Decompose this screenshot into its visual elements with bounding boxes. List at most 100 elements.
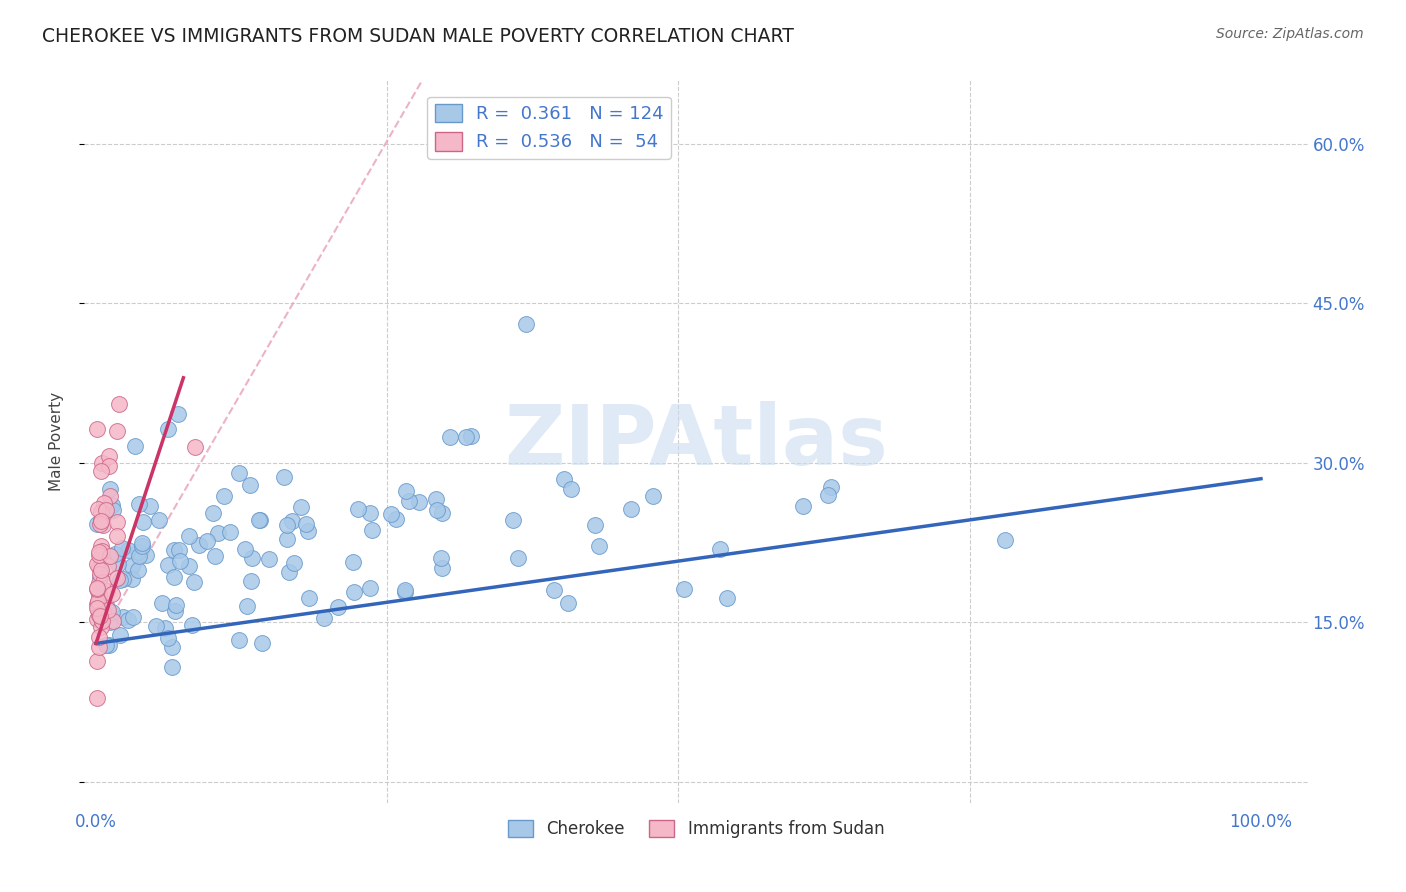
Point	[460, 429, 482, 443]
Point	[240, 574, 263, 588]
Point	[86, 422, 108, 436]
Point	[439, 430, 461, 444]
Point	[239, 478, 262, 492]
Point	[276, 518, 298, 533]
Point	[93, 574, 115, 589]
Point	[163, 543, 186, 558]
Point	[105, 515, 128, 529]
Point	[157, 558, 180, 572]
Point	[432, 561, 454, 575]
Point	[425, 491, 447, 506]
Point	[94, 502, 117, 516]
Point	[557, 596, 579, 610]
Point	[233, 541, 256, 556]
Point	[380, 508, 402, 522]
Point	[201, 506, 224, 520]
Point	[87, 603, 110, 617]
Point	[89, 517, 111, 532]
Point	[207, 526, 229, 541]
Point	[395, 484, 418, 499]
Point	[90, 549, 112, 564]
Point	[277, 565, 299, 579]
Point	[91, 605, 114, 619]
Point	[122, 610, 145, 624]
Point	[398, 494, 420, 508]
Point	[90, 614, 112, 628]
Point	[89, 606, 111, 620]
Point	[87, 501, 110, 516]
Point	[204, 549, 226, 563]
Point	[283, 557, 305, 571]
Point	[183, 575, 205, 590]
Point	[90, 513, 112, 527]
Point	[298, 591, 321, 606]
Point	[86, 582, 108, 597]
Point	[89, 608, 111, 623]
Point	[135, 549, 157, 563]
Point	[426, 503, 449, 517]
Point	[641, 489, 664, 503]
Point	[90, 514, 112, 528]
Point	[98, 482, 121, 496]
Point	[117, 613, 139, 627]
Point	[188, 538, 211, 552]
Point	[90, 539, 112, 553]
Point	[385, 512, 408, 526]
Point	[101, 587, 124, 601]
Point	[408, 495, 430, 509]
Point	[93, 518, 115, 533]
Point	[709, 542, 731, 557]
Point	[276, 533, 298, 547]
Point	[91, 552, 114, 566]
Point	[97, 638, 120, 652]
Text: Source: ZipAtlas.com: Source: ZipAtlas.com	[1216, 27, 1364, 41]
Point	[454, 430, 477, 444]
Point	[96, 583, 118, 598]
Point	[326, 600, 349, 615]
Point	[131, 540, 153, 554]
Point	[169, 554, 191, 568]
Point	[212, 489, 235, 503]
Point	[93, 604, 115, 618]
Point	[249, 513, 271, 527]
Point	[98, 615, 121, 629]
Point	[90, 505, 112, 519]
Point	[89, 567, 111, 582]
Point	[817, 488, 839, 502]
Point	[994, 533, 1017, 547]
Point	[543, 583, 565, 598]
Point	[250, 636, 273, 650]
Point	[312, 610, 335, 624]
Point	[361, 524, 384, 538]
Point	[163, 570, 186, 584]
Point	[257, 552, 280, 566]
Point	[97, 558, 120, 573]
Point	[167, 542, 190, 557]
Point	[128, 497, 150, 511]
Point	[100, 489, 122, 503]
Point	[94, 638, 117, 652]
Point	[124, 440, 146, 454]
Point	[184, 440, 207, 454]
Point	[98, 459, 121, 474]
Point	[101, 605, 124, 619]
Point	[228, 466, 250, 480]
Point	[240, 550, 263, 565]
Legend: Cherokee, Immigrants from Sudan: Cherokee, Immigrants from Sudan	[501, 814, 891, 845]
Point	[165, 598, 187, 612]
Point	[97, 603, 120, 617]
Point	[111, 541, 134, 556]
Point	[588, 539, 610, 553]
Point	[145, 619, 167, 633]
Point	[247, 513, 270, 527]
Text: ZIPAtlas: ZIPAtlas	[503, 401, 889, 482]
Point	[117, 543, 139, 558]
Point	[273, 470, 295, 484]
Point	[87, 607, 110, 622]
Point	[101, 614, 124, 628]
Point	[89, 640, 111, 654]
Point	[156, 632, 179, 646]
Point	[90, 563, 112, 577]
Point	[128, 563, 150, 577]
Point	[111, 572, 134, 586]
